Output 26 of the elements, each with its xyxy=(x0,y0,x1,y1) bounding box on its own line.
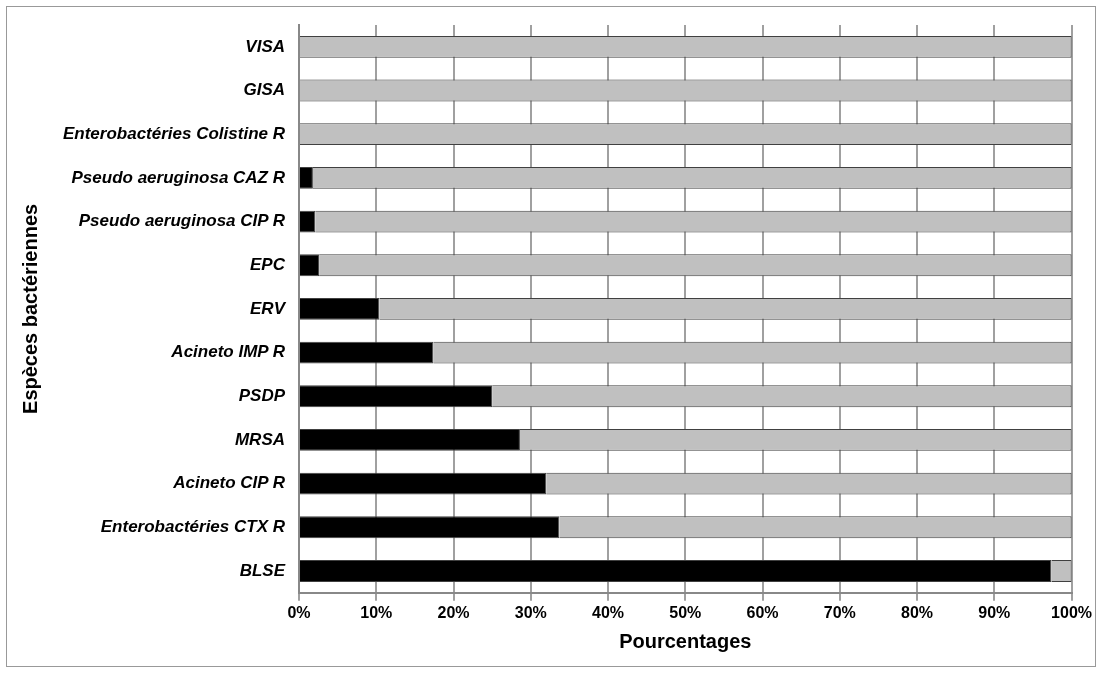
y-tick-label: Pseudo aeruginosa CIP R xyxy=(78,211,286,231)
y-tick-label: Enterobactéries CTX R xyxy=(100,516,286,536)
x-tick-label: 70% xyxy=(823,603,856,621)
y-tick-label: EPC xyxy=(250,254,286,274)
x-tick-label: 80% xyxy=(901,603,934,621)
y-tick-label: GISA xyxy=(243,80,285,100)
y-tick-label: ERV xyxy=(250,298,287,318)
y-tick-label: PSDP xyxy=(238,385,286,405)
x-tick-label: 30% xyxy=(514,603,547,621)
y-tick-label: BLSE xyxy=(239,560,286,580)
x-tick-label: 50% xyxy=(669,603,702,621)
x-tick-label: 10% xyxy=(360,603,393,621)
y-tick-label: Acineto IMP R xyxy=(170,342,286,362)
x-tick-label: 0% xyxy=(287,603,311,621)
y-axis-title: Espèces bactériennes xyxy=(18,203,41,414)
x-tick-label: 20% xyxy=(437,603,470,621)
x-tick-label: 100% xyxy=(1051,603,1092,621)
y-tick-label: MRSA xyxy=(234,429,285,449)
y-tick-label: Pseudo aeruginosa CAZ R xyxy=(71,167,286,187)
x-tick-label: 60% xyxy=(746,603,779,621)
x-axis-title: Pourcentages xyxy=(619,629,752,652)
x-tick-label: 40% xyxy=(592,603,625,621)
y-tick-label: VISA xyxy=(245,36,285,56)
y-tick-label: Acineto CIP R xyxy=(172,473,286,493)
x-tick-label: 90% xyxy=(978,603,1011,621)
y-tick-label: Enterobactéries Colistine R xyxy=(62,123,286,143)
